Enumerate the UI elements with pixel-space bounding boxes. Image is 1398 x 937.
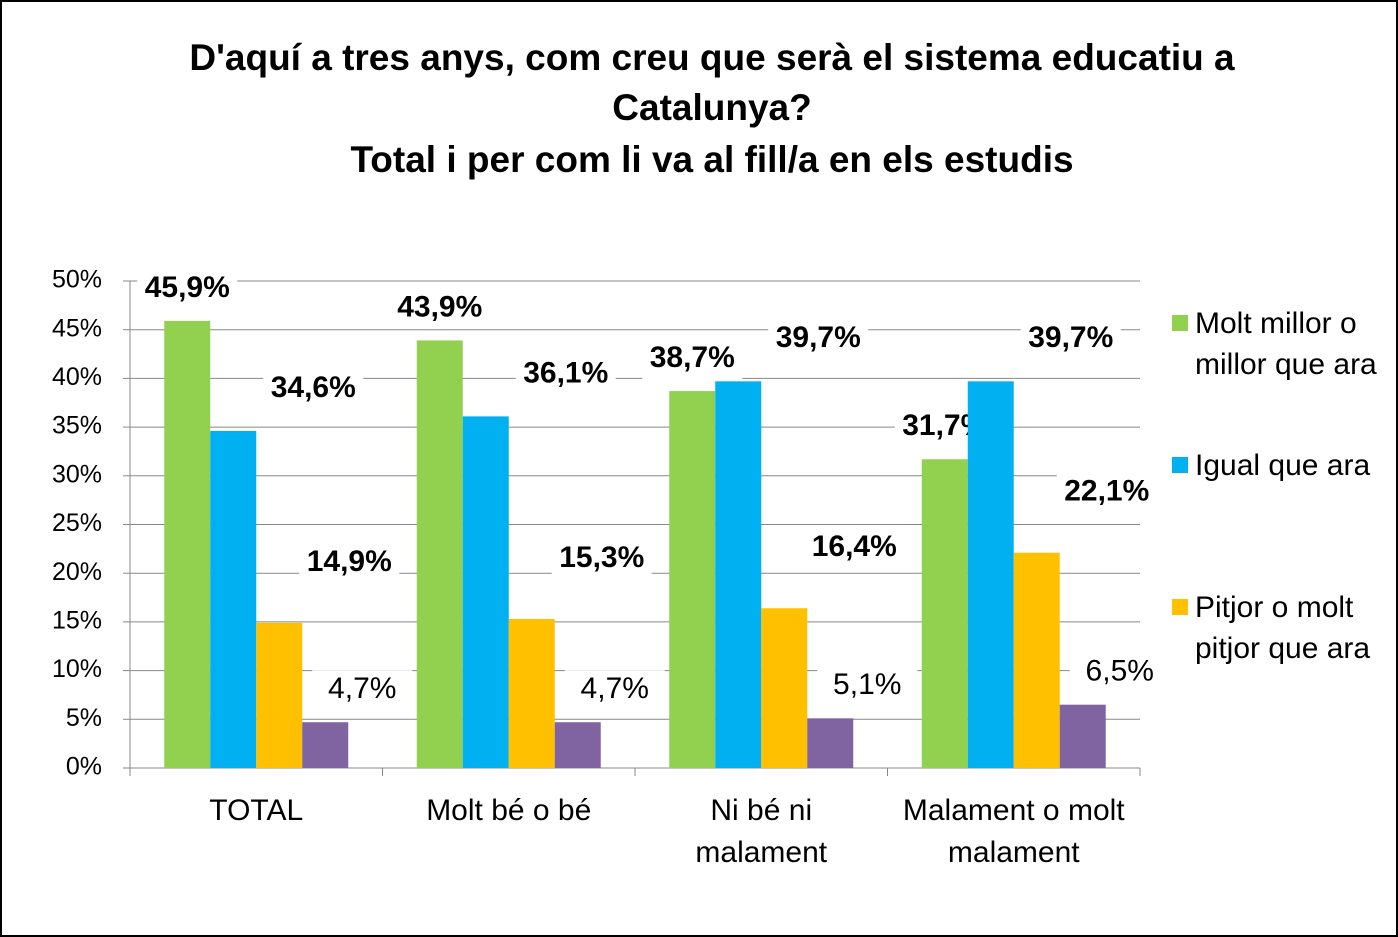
- legend-swatch: [1172, 457, 1188, 473]
- x-tick-label: TOTAL: [209, 794, 304, 827]
- label-bg: [1069, 652, 1170, 693]
- bar: [715, 381, 762, 768]
- label-bg: [551, 538, 652, 579]
- y-tick-label: 15%: [52, 607, 102, 635]
- data-label: 45,9%: [145, 271, 230, 304]
- legend-label: Molt millor o millor que ara: [1195, 307, 1377, 381]
- y-tick-label: 35%: [52, 412, 102, 440]
- bar: [1059, 704, 1106, 768]
- label-bg: [1020, 319, 1121, 360]
- bar: [462, 416, 509, 768]
- bar: [302, 722, 349, 768]
- data-label: 4,7%: [328, 672, 396, 705]
- legend-label: Igual que ara: [1195, 449, 1371, 482]
- label-bg: [312, 670, 413, 711]
- data-label: 39,7%: [776, 321, 861, 354]
- label-bg: [564, 670, 665, 711]
- data-label: 5,1%: [833, 668, 901, 701]
- data-label: 15,3%: [559, 541, 644, 574]
- bar: [761, 608, 808, 768]
- y-tick-label: 25%: [52, 509, 102, 537]
- legend-label: Pitjor o molt pitjor que ara: [1195, 591, 1371, 665]
- data-label: 14,9%: [307, 545, 392, 578]
- bar: [807, 718, 854, 768]
- label-bg: [1056, 472, 1157, 513]
- y-tick-label: 20%: [52, 558, 102, 586]
- bar: [967, 381, 1014, 768]
- label-bg: [389, 288, 490, 329]
- y-tick-label: 5%: [66, 704, 102, 732]
- x-tick-label: Malament o molt malament: [902, 794, 1125, 869]
- bar: [210, 430, 257, 768]
- label-bg: [299, 542, 400, 583]
- bar: [669, 391, 716, 768]
- x-tick-label: Molt bé o bé: [426, 794, 592, 827]
- label-bg: [804, 528, 905, 569]
- data-label: 4,7%: [581, 672, 649, 705]
- y-tick-label: 10%: [52, 655, 102, 683]
- data-label: 16,4%: [812, 530, 897, 563]
- label-bg: [515, 354, 616, 395]
- bar: [554, 722, 601, 768]
- data-label: 6,5%: [1086, 655, 1154, 688]
- label-bg: [817, 666, 918, 707]
- y-tick-label: 30%: [52, 460, 102, 488]
- bar: [256, 622, 303, 768]
- chart-title: D'aquí a tres anys, com creu que serà el…: [189, 37, 1235, 128]
- data-label: 43,9%: [397, 290, 482, 323]
- bar: [508, 618, 555, 768]
- bar: [921, 459, 968, 768]
- legend-swatch: [1172, 599, 1188, 615]
- y-tick-label: 40%: [52, 363, 102, 391]
- label-bg: [263, 368, 364, 409]
- data-label: 38,7%: [650, 341, 735, 374]
- data-label: 36,1%: [523, 356, 608, 389]
- bar: [164, 320, 211, 768]
- legend-swatch: [1172, 315, 1188, 331]
- data-label: 39,7%: [1028, 321, 1113, 354]
- bar: [1013, 552, 1060, 768]
- chart-subtitle: Total i per com li va al fill/a en els e…: [350, 139, 1074, 180]
- label-bg: [642, 339, 743, 380]
- y-tick-label: 50%: [52, 266, 102, 294]
- bar: [416, 340, 463, 768]
- data-label: 22,1%: [1064, 475, 1149, 508]
- y-tick-label: 45%: [52, 314, 102, 342]
- data-label: 34,6%: [271, 371, 356, 404]
- x-tick-label: Ni bé ni malament: [695, 794, 828, 869]
- label-bg: [768, 319, 869, 360]
- label-bg: [137, 268, 238, 309]
- y-tick-label: 0%: [66, 753, 102, 781]
